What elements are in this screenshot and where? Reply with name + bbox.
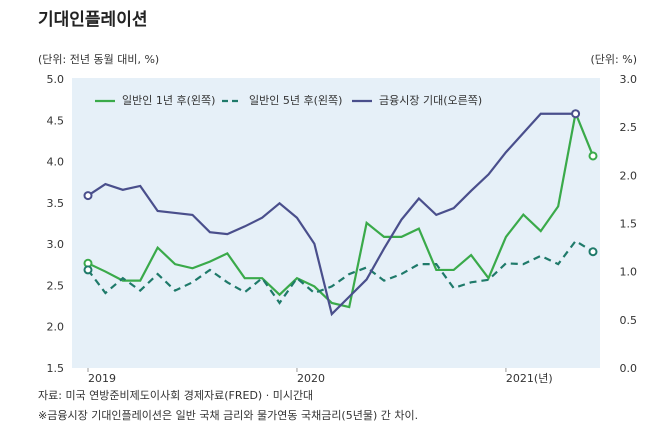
legend-label: 금융시장 기대(오른쪽) (379, 94, 482, 107)
y-tick-label: 3.5 (47, 197, 65, 210)
series-line (87, 239, 594, 305)
end-marker (588, 151, 598, 161)
y-tick-label: 3.0 (47, 238, 65, 251)
series-line (87, 112, 576, 317)
y-tick-label: 4.5 (47, 114, 65, 127)
end-marker (571, 109, 581, 119)
legend-label: 일반인 5년 후(왼쪽) (249, 93, 342, 107)
end-marker (588, 247, 598, 257)
y-tick-label: 2.0 (47, 321, 65, 334)
y2-tick-label: 2.5 (620, 121, 638, 134)
y-tick-label: 5.0 (47, 73, 65, 86)
chart-title: 기대인플레이션 (38, 10, 147, 30)
end-marker (83, 265, 93, 275)
y2-tick-label: 3.0 (620, 73, 638, 86)
y2-axis-label: (단위: %) (591, 53, 637, 66)
end-marker (83, 191, 93, 201)
plot-background (72, 78, 600, 368)
x-tick-label: 2021(년) (506, 372, 553, 385)
footnote: ※금융시장 기대인플레이션은 일반 국채 금리와 물가연동 국채금리(5년물) … (38, 408, 418, 422)
y-axis-label: (단위: 전년 동월 대비, %) (38, 53, 159, 66)
y-tick-label: 2.5 (47, 279, 65, 292)
y2-tick-label: 1.5 (620, 218, 638, 231)
x-tick-label: 2019 (88, 372, 116, 385)
legend-label: 일반인 1년 후(왼쪽) (122, 93, 215, 107)
y2-tick-label: 2.0 (620, 169, 638, 182)
y-tick-label: 4.0 (47, 156, 65, 169)
source-note: 자료: 미국 연방준비제도이사회 경제자료(FRED) · 미시간대 (38, 389, 313, 402)
y2-tick-label: 1.0 (620, 266, 638, 279)
y2-tick-label: 0.0 (620, 362, 638, 375)
y2-tick-label: 0.5 (620, 314, 638, 327)
x-tick-label: 2020 (297, 372, 325, 385)
y-tick-label: 1.5 (47, 362, 65, 375)
